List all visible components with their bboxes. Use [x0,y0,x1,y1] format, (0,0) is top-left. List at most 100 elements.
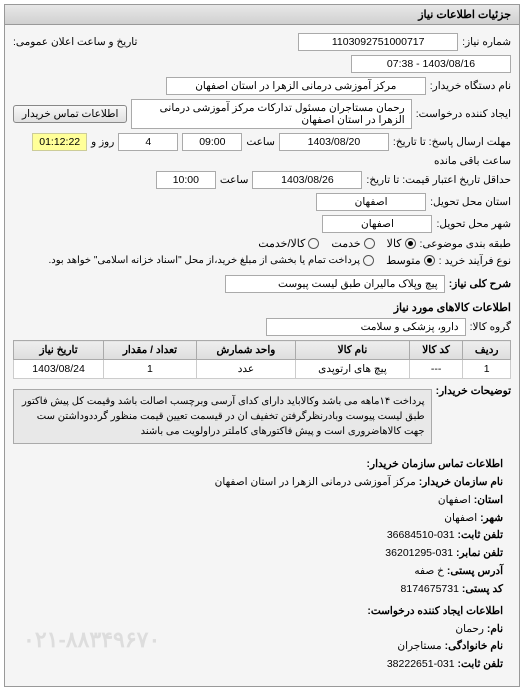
classification-group: کالا خدمت کالا/خدمت [258,237,415,250]
deadline-label: مهلت ارسال پاسخ: تا تاریخ: [393,136,511,148]
radio-goods[interactable]: کالا [387,237,416,250]
requester-label: ایجاد کننده درخواست: [416,108,511,120]
deadline-date: 1403/08/20 [279,133,389,151]
radio-full[interactable]: پرداخت تمام یا بخشی از مبلغ خرید،از محل … [48,255,374,266]
row-summary: شرح کلی نیاز: پیچ وپلاک مالیران طبق لیست… [13,275,511,293]
col-name: نام کالا [296,341,410,360]
validity-label: حداقل تاریخ اعتبار قیمت: تا تاریخ: [366,174,511,186]
contact-fax-label: تلفن نمابر: [456,547,503,559]
contact-city-label: شهر: [480,512,503,524]
row-buyer-notes: توضیحات خریدار: پرداخت ۱۴ماهه می باشد وک… [13,385,511,444]
contact-org: مرکز آموزشی درمانی الزهرا در استان اصفها… [215,476,416,488]
validity-time: 10:00 [156,171,216,189]
row-validity: حداقل تاریخ اعتبار قیمت: تا تاریخ: 1403/… [13,171,511,189]
contact-postal: 8174675731 [401,583,459,595]
creator-lname-line: نام خانوادگی: مستاجران [21,638,503,656]
countdown-timer: 01:12:22 [32,133,87,151]
creator-fname-line: نام: رحمان [21,621,503,639]
contact-phone: 031-36684510 [387,529,455,541]
announce-label: تاریخ و ساعت اعلان عمومی: [13,36,137,48]
contact-province: اصفهان [438,494,471,506]
details-panel: جزئیات اطلاعات نیاز شماره نیاز: 11030927… [4,4,520,687]
creator-phone-label: تلفن ثابت: [458,658,503,670]
remaining-label: ساعت باقی مانده [434,155,511,167]
contact-province-label: استان: [474,494,503,506]
radio-full-label: پرداخت تمام یا بخشی از مبلغ خرید،از محل … [48,255,360,266]
radio-service-dot [364,238,375,249]
pickup-province-value: اصفهان [316,193,426,211]
buyer-org-label: نام دستگاه خریدار: [430,80,511,92]
row-requester: ایجاد کننده درخواست: رحمان مستاجران مسئو… [13,99,511,129]
row-request-no: شماره نیاز: 1103092751000717 تاریخ و ساع… [13,33,511,73]
panel-body: شماره نیاز: 1103092751000717 تاریخ و ساع… [5,25,519,686]
contact-org-line: نام سازمان خریدار: مرکز آموزشی درمانی ال… [21,474,503,492]
creator-fname-label: نام: [487,623,503,635]
radio-goods-label: کالا [387,237,402,250]
contact-city-line: شهر: اصفهان [21,510,503,528]
radio-medium-label: متوسط [386,254,421,267]
panel-title: جزئیات اطلاعات نیاز [5,5,519,25]
row-goods-group: گروه کالا: دارو، پزشکی و سلامت [13,318,511,336]
contact-city: اصفهان [444,512,477,524]
contact-address-line: آدرس پستی: خ صفه [21,563,503,581]
contact-province-line: استان: اصفهان [21,492,503,510]
creator-fname: رحمان [455,623,484,635]
creator-lname-label: نام خانوادگی: [445,640,503,652]
cell-qty: 1 [104,360,197,379]
creator-phone: 031-38222651 [387,658,455,670]
days-value: 4 [118,133,178,151]
contact-buyer-button[interactable]: اطلاعات تماس خریدار [13,105,127,123]
table-head: ردیف کد کالا نام کالا واحد شمارش تعداد /… [14,341,511,360]
row-classification: طبقه بندی موضوعی: کالا خدمت کالا/خدمت [13,237,511,250]
contact-fax-line: تلفن نمابر: 031-36201295 [21,545,503,563]
radio-both[interactable]: کالا/خدمت [258,237,319,250]
purchase-type-group: متوسط پرداخت تمام یا بخشی از مبلغ خرید،ا… [48,254,434,267]
time-label-2: ساعت [220,174,249,186]
row-deadline: مهلت ارسال پاسخ: تا تاریخ: 1403/08/20 سا… [13,133,511,167]
buyer-notes-value: پرداخت ۱۴ماهه می باشد وکالاباید دارای کد… [13,389,432,444]
cell-code: --- [409,360,463,379]
buyer-notes-label: توضیحات خریدار: [436,385,511,397]
col-date: تاریخ نیاز [14,341,104,360]
col-row: ردیف [463,341,511,360]
contact-address: خ صفه [414,565,444,577]
contact-postal-line: کد پستی: 8174675731 [21,581,503,599]
creator-lname: مستاجران [397,640,441,652]
row-purchase-type: نوع فرآیند خرید : متوسط پرداخت تمام یا ب… [13,254,511,267]
creator-header: اطلاعات ایجاد کننده درخواست: [21,603,503,621]
col-qty: تعداد / مقدار [104,341,197,360]
radio-medium[interactable]: متوسط [386,254,435,267]
row-pickup-city: شهر محل تحویل: اصفهان [13,215,511,233]
col-unit: واحد شمارش [196,341,295,360]
radio-full-dot [363,255,374,266]
cell-date: 1403/08/24 [14,360,104,379]
summary-label: شرح کلی نیاز: [449,278,511,290]
contact-address-label: آدرس پستی: [447,565,503,577]
contact-org-label: نام سازمان خریدار: [419,476,503,488]
request-no-value: 1103092751000717 [298,33,458,51]
row-pickup-province: استان محل تحویل: اصفهان [13,193,511,211]
days-label: روز و [91,136,114,148]
pickup-city-value: اصفهان [322,215,432,233]
announce-value: 1403/08/16 - 07:38 [351,55,511,73]
row-buyer-org: نام دستگاه خریدار: مرکز آموزشی درمانی ال… [13,77,511,95]
cell-row: 1 [463,360,511,379]
pickup-province-label: استان محل تحویل: [430,196,511,208]
goods-group-label: گروه کالا: [470,321,511,333]
radio-service[interactable]: خدمت [331,237,374,250]
creator-phone-line: تلفن ثابت: 031-38222651 [21,656,503,674]
goods-group-value: دارو، پزشکی و سلامت [266,318,466,336]
contact-fax: 031-36201295 [385,547,453,559]
buyer-org-value: مرکز آموزشی درمانی الزهرا در استان اصفها… [166,77,426,95]
goods-section-title: اطلاعات کالاهای مورد نیاز [13,301,511,314]
contact-section: ۰۲۱-۸۸۳۴۹۶۷۰ اطلاعات تماس سازمان خریدار:… [13,452,511,678]
radio-goods-dot [405,238,416,249]
purchase-type-label: نوع فرآیند خرید : [439,255,511,267]
col-code: کد کالا [409,341,463,360]
contact-postal-label: کد پستی: [462,583,503,595]
table-body: 1 --- پیچ های ارتوپدی عدد 1 1403/08/24 [14,360,511,379]
table-row: 1 --- پیچ های ارتوپدی عدد 1 1403/08/24 [14,360,511,379]
time-label-1: ساعت [246,136,275,148]
contact-phone-label: تلفن ثابت: [458,529,503,541]
cell-name: پیچ های ارتوپدی [296,360,410,379]
